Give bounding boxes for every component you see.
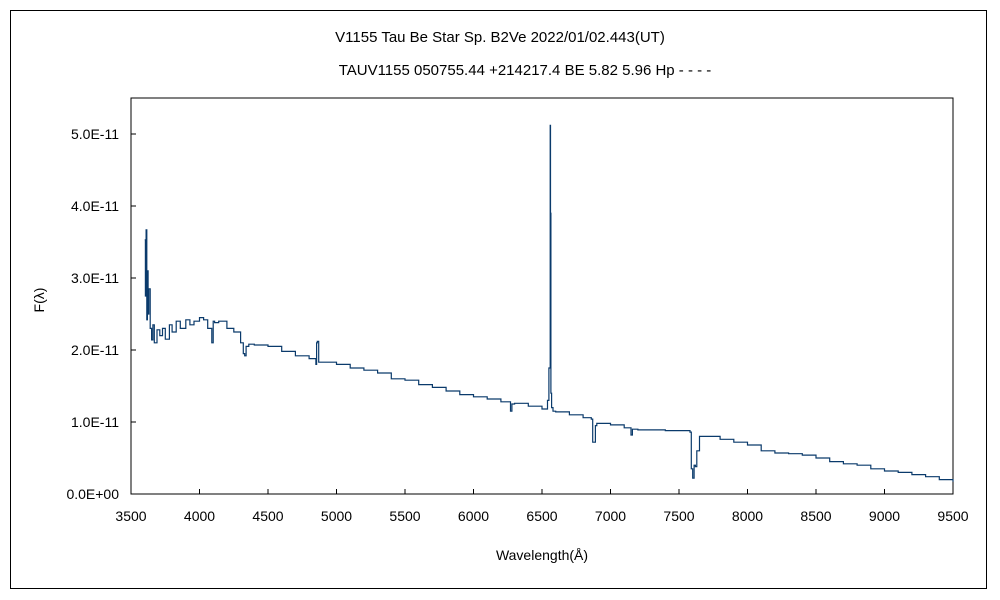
chart-frame [10,10,987,589]
x-tick-label: 8500 [800,508,831,524]
y-tick-label: 3.0E-11 [71,270,119,286]
y-axis-label: F(λ) [31,288,47,313]
x-tick-label: 9000 [869,508,900,524]
y-tick-label: 4.0E-11 [71,198,119,214]
x-axis-label: Wavelength(Å) [496,547,588,563]
spectrum-line [144,124,954,482]
y-tick-label: 0.0E+00 [66,486,119,502]
chart-title: V1155 Tau Be Star Sp. B2Ve 2022/01/02.44… [335,29,665,46]
x-tick-label: 5000 [321,508,352,524]
x-tick-label: 4500 [252,508,283,524]
y-tick-label: 5.0E-11 [71,126,119,142]
y-tick-label: 1.0E-11 [71,414,119,430]
x-tick-label: 6000 [458,508,489,524]
x-tick-label: 4000 [184,508,215,524]
plot-border [130,97,954,495]
y-tick-label: 2.0E-11 [71,342,119,358]
x-tick-label: 5500 [389,508,420,524]
x-tick-label: 3500 [115,508,146,524]
x-tick-label: 7500 [663,508,694,524]
x-tick-label: 6500 [526,508,557,524]
x-tick-label: 9500 [937,508,968,524]
chart-subtitle: TAUV1155 050755.44 +214217.4 BE 5.82 5.9… [338,62,712,79]
x-tick-label: 7000 [595,508,626,524]
x-tick-label: 8000 [732,508,763,524]
